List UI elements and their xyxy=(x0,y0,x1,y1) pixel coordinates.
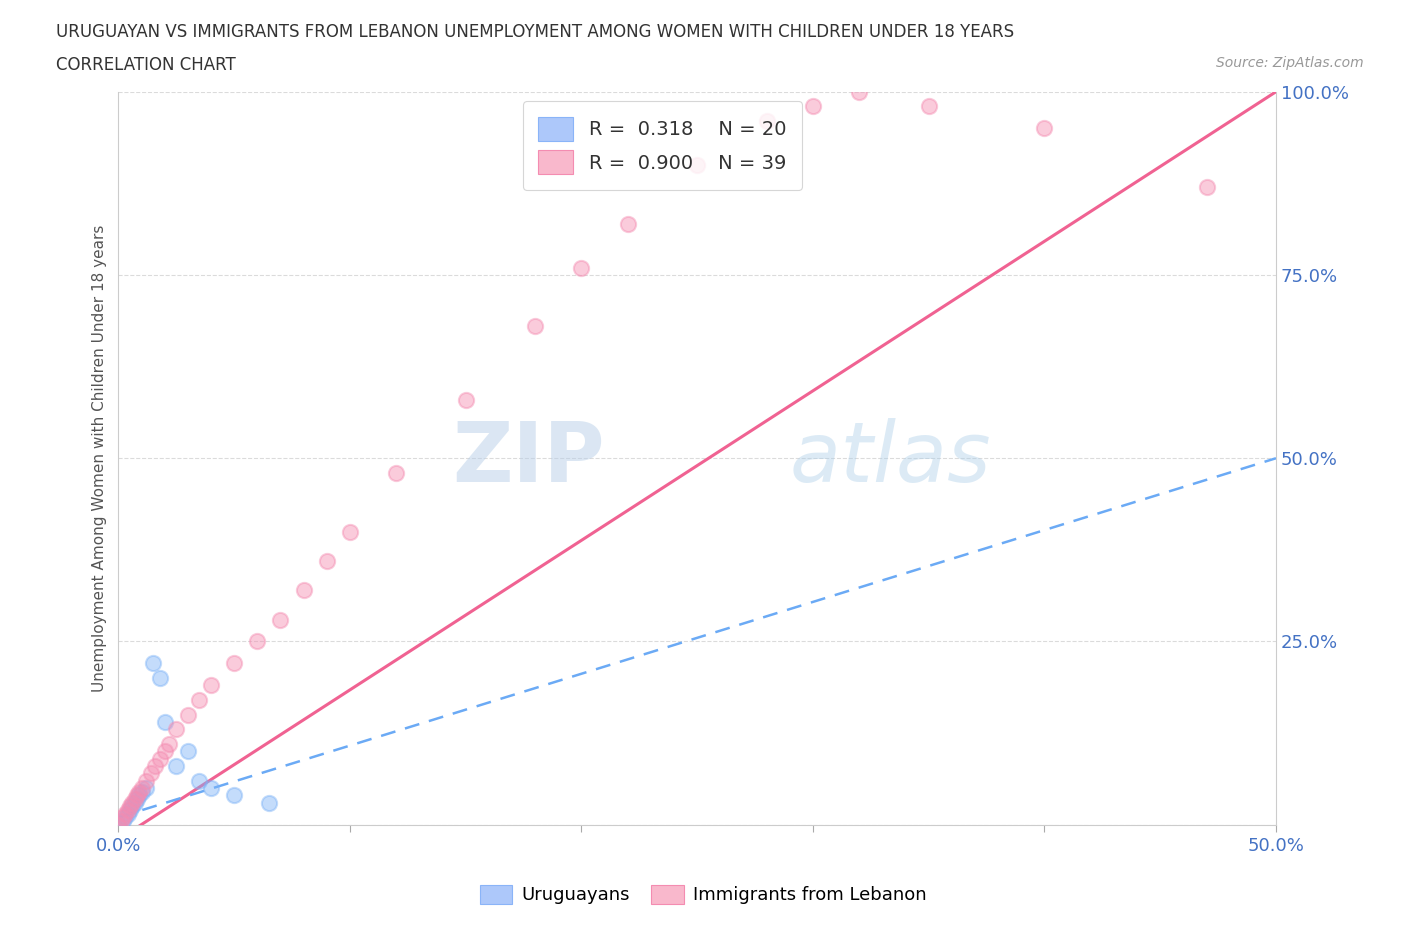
Point xyxy=(121,795,143,810)
Point xyxy=(124,795,146,810)
Point xyxy=(153,744,176,759)
Point xyxy=(131,784,153,799)
Point xyxy=(571,260,593,275)
Point xyxy=(686,157,709,172)
Point xyxy=(224,656,246,671)
Point xyxy=(755,113,778,128)
Point xyxy=(125,791,148,806)
Point xyxy=(1195,179,1218,194)
Point xyxy=(157,737,180,751)
Point xyxy=(114,810,136,825)
Point xyxy=(165,759,187,774)
Text: CORRELATION CHART: CORRELATION CHART xyxy=(56,56,236,73)
Point xyxy=(385,466,408,481)
Text: atlas: atlas xyxy=(790,418,991,498)
Point xyxy=(188,693,211,708)
Point xyxy=(124,791,146,806)
Point xyxy=(315,553,337,568)
Point xyxy=(118,799,141,814)
Point xyxy=(292,583,315,598)
Point xyxy=(142,656,165,671)
Point xyxy=(135,774,157,789)
Point xyxy=(918,99,941,113)
Point xyxy=(131,780,153,795)
Point xyxy=(269,612,291,627)
Point xyxy=(339,525,361,539)
Text: ZIP: ZIP xyxy=(453,418,605,498)
Point xyxy=(149,751,172,766)
Point xyxy=(118,803,141,817)
Point xyxy=(246,634,269,649)
Point xyxy=(145,759,167,774)
Legend: Uruguayans, Immigrants from Lebanon: Uruguayans, Immigrants from Lebanon xyxy=(472,878,934,911)
Point xyxy=(257,795,280,810)
Point xyxy=(165,722,187,737)
Point xyxy=(177,744,200,759)
Point xyxy=(112,810,135,825)
Point xyxy=(524,319,547,334)
Point xyxy=(128,788,150,803)
Legend: R =  0.318    N = 20, R =  0.900    N = 39: R = 0.318 N = 20, R = 0.900 N = 39 xyxy=(523,101,801,190)
Point xyxy=(139,766,162,781)
Point xyxy=(1033,121,1056,136)
Point xyxy=(128,784,150,799)
Point xyxy=(107,817,129,832)
Point xyxy=(117,806,139,821)
Point xyxy=(153,714,176,729)
Point xyxy=(801,99,824,113)
Text: Source: ZipAtlas.com: Source: ZipAtlas.com xyxy=(1216,56,1364,70)
Point xyxy=(224,788,246,803)
Point xyxy=(112,814,135,829)
Point xyxy=(188,774,211,789)
Point xyxy=(149,671,172,685)
Point xyxy=(454,392,477,407)
Point xyxy=(616,217,638,232)
Point xyxy=(117,803,139,817)
Point xyxy=(177,708,200,723)
Point xyxy=(135,780,157,795)
Point xyxy=(848,85,870,100)
Point xyxy=(200,780,222,795)
Point xyxy=(110,814,132,829)
Point xyxy=(125,788,148,803)
Text: URUGUAYAN VS IMMIGRANTS FROM LEBANON UNEMPLOYMENT AMONG WOMEN WITH CHILDREN UNDE: URUGUAYAN VS IMMIGRANTS FROM LEBANON UNE… xyxy=(56,23,1014,41)
Point xyxy=(107,817,129,832)
Point xyxy=(200,678,222,693)
Point xyxy=(114,806,136,821)
Y-axis label: Unemployment Among Women with Children Under 18 years: Unemployment Among Women with Children U… xyxy=(93,224,107,692)
Point xyxy=(121,799,143,814)
